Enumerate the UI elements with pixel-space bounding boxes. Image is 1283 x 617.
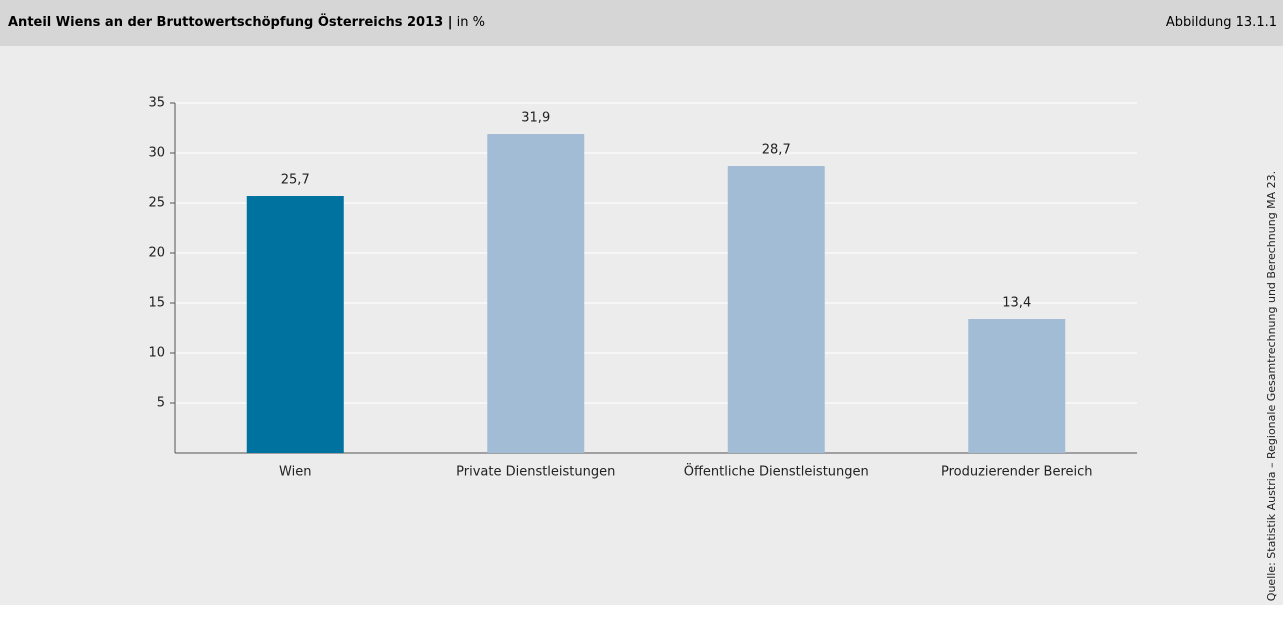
source-note: Quelle: Statistik Austria – Regionale Ge… — [1265, 171, 1278, 601]
y-tick-label: 25 — [148, 196, 165, 211]
data-label: 13,4 — [1002, 296, 1031, 311]
data-label: 28,7 — [762, 143, 791, 158]
title-wrap: Anteil Wiens an der Bruttowertschöpfung … — [8, 0, 485, 46]
header: Anteil Wiens an der Bruttowertschöpfung … — [0, 0, 1283, 46]
figure-label: Abbildung 13.1.1 — [1165, 15, 1277, 30]
y-tick-label: 35 — [148, 96, 165, 111]
bar — [727, 166, 825, 453]
chart-title: Anteil Wiens an der Bruttowertschöpfung … — [8, 15, 453, 30]
y-tick-label: 30 — [148, 146, 165, 161]
x-tick-label: Private Dienstleistungen — [456, 465, 615, 480]
chart-subtitle: in % — [456, 15, 485, 30]
x-tick-label: Produzierender Bereich — [941, 465, 1093, 480]
chart-background — [0, 46, 1283, 605]
x-tick-label: Wien — [279, 465, 311, 480]
data-label: 25,7 — [281, 173, 310, 188]
data-label: 31,9 — [521, 111, 550, 126]
chart: Quelle: Statistik Austria – Regionale Ge… — [0, 46, 1283, 605]
bar — [246, 196, 344, 453]
bar — [968, 319, 1066, 453]
bar — [487, 134, 585, 453]
y-tick-label: 15 — [148, 296, 165, 311]
x-tick-label: Öffentliche Dienstleistungen — [684, 463, 869, 480]
y-tick-label: 20 — [148, 246, 165, 261]
y-tick-label: 5 — [157, 396, 165, 411]
y-tick-label: 10 — [148, 346, 165, 361]
